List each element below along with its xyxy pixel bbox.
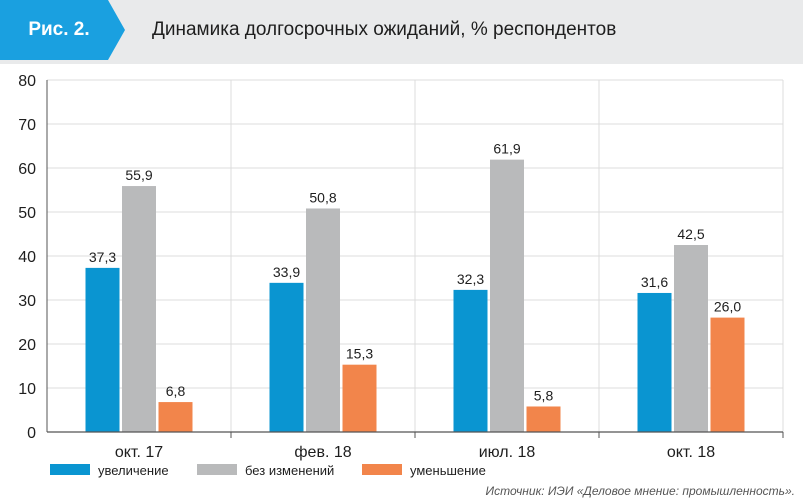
- y-tick-label: 50: [18, 205, 36, 222]
- source-note: Источник: ИЭИ «Деловое мнение: промышлен…: [485, 484, 795, 498]
- bar: [490, 159, 524, 432]
- legend-swatch: [50, 464, 90, 475]
- legend-label: без изменений: [245, 463, 334, 478]
- x-tick-label: окт. 17: [115, 444, 163, 461]
- legend-swatch: [362, 464, 402, 475]
- data-label: 6,8: [166, 383, 186, 399]
- y-tick-label: 60: [18, 161, 36, 178]
- data-label: 5,8: [534, 387, 554, 403]
- figure-badge: Рис. 2.: [0, 0, 125, 60]
- data-label: 33,9: [273, 264, 300, 280]
- bar: [674, 245, 708, 432]
- chart-panel: 0 10 20 30 40 50 60 70 80 37,3 55,9 6,8 окт. 17 33,9 5…: [0, 64, 803, 502]
- bar: [710, 317, 745, 432]
- legend-label: увеличение: [98, 463, 169, 478]
- figure-label: Рис. 2.: [28, 19, 90, 40]
- data-label: 15,3: [346, 346, 373, 362]
- data-label: 42,5: [677, 226, 704, 242]
- data-label: 26,0: [714, 299, 741, 315]
- bar: [122, 186, 156, 432]
- y-tick-label: 80: [18, 73, 36, 90]
- legend-swatch: [197, 464, 237, 475]
- data-label: 61,9: [493, 141, 520, 157]
- bar: [342, 364, 377, 432]
- data-label: 32,3: [457, 271, 484, 287]
- legend-label: уменьшение: [410, 463, 486, 478]
- x-tick-label: окт. 18: [667, 444, 715, 461]
- y-tick-label: 10: [18, 381, 36, 398]
- data-label: 55,9: [125, 167, 152, 183]
- x-tick-label: июл. 18: [479, 444, 536, 461]
- bar: [85, 267, 120, 432]
- figure-header: Рис. 2. Динамика долгосрочных ожиданий, …: [0, 0, 803, 60]
- y-tick-label: 20: [18, 337, 36, 354]
- y-tick-label: 70: [18, 117, 36, 134]
- bar: [637, 292, 672, 432]
- x-tick-label: фев. 18: [294, 444, 351, 461]
- bar: [158, 402, 193, 432]
- bar: [269, 282, 304, 432]
- bar: [526, 406, 561, 432]
- data-label: 37,3: [89, 249, 116, 265]
- y-tick-label: 0: [27, 425, 36, 442]
- bar-chart: 0 10 20 30 40 50 60 70 80 37,3 55,9 6,8 окт. 17 33,9 5…: [18, 73, 784, 478]
- bar: [453, 289, 488, 432]
- badge-shape: [0, 0, 125, 60]
- bar: [306, 208, 340, 432]
- data-label: 50,8: [309, 189, 336, 205]
- y-tick-label: 30: [18, 293, 36, 310]
- chart-title: Динамика долгосрочных ожиданий, % респон…: [152, 19, 617, 40]
- y-tick-label: 40: [18, 249, 36, 266]
- data-label: 31,6: [641, 274, 668, 290]
